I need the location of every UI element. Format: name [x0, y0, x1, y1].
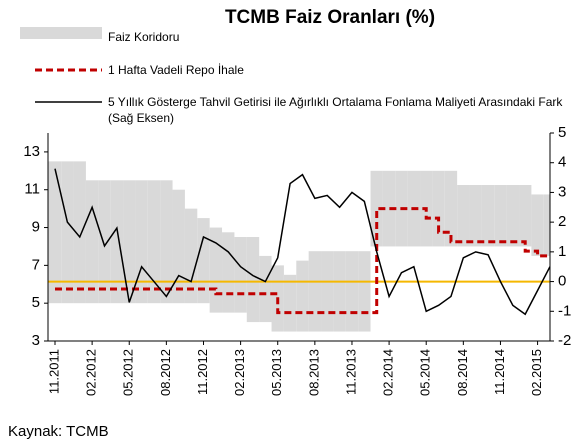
source: Kaynak: TCMB	[8, 423, 109, 440]
y-tick-label: 3	[32, 332, 40, 349]
y2-tick-label: 5	[558, 124, 566, 141]
x-tick-label: 08.2014	[455, 349, 470, 396]
corridor-band	[147, 180, 161, 304]
corridor-band	[358, 251, 371, 332]
x-tick-label: 02.2015	[529, 349, 544, 396]
x-tick-label: 11.2014	[492, 349, 507, 395]
corridor-band	[259, 255, 272, 323]
corridor-band	[135, 180, 148, 304]
x-tick-label: 05.2012	[121, 349, 136, 396]
y-tick-label: 5	[32, 294, 40, 311]
corridor-band	[61, 161, 74, 304]
corridor-band	[481, 185, 495, 247]
corridor-band	[444, 170, 458, 247]
corridor-band	[246, 237, 260, 323]
corridor-band	[519, 185, 532, 247]
x-tick-label: 02.2013	[232, 349, 247, 396]
chart-title: TCMB Faiz Oranları (%)	[225, 7, 435, 28]
x-tick-label: 05.2014	[418, 349, 433, 396]
x-tick-label: 05.2013	[269, 349, 284, 396]
x-tick-label: 02.2014	[381, 349, 396, 396]
x-tick-label: 08.2013	[306, 349, 321, 396]
y2-tick-label: -1	[558, 302, 571, 319]
corridor-band	[98, 180, 111, 304]
x-tick-label: 11.2013	[343, 349, 358, 395]
corridor-band	[457, 185, 470, 247]
y2-tick-label: 1	[558, 243, 566, 260]
y2-tick-label: -2	[558, 332, 571, 349]
y-tick-label: 13	[23, 143, 40, 160]
corridor-band	[222, 232, 235, 313]
corridor-band	[110, 180, 124, 304]
corridor-band	[283, 274, 297, 332]
corridor-band	[160, 180, 173, 304]
legend-label: 1 Hafta Vadeli Repo İhale	[108, 63, 244, 77]
y2-tick-label: 2	[558, 213, 566, 230]
corridor-band	[234, 237, 247, 313]
corridor-band	[73, 161, 86, 304]
corridor-band	[494, 185, 507, 247]
y-tick-label: 11	[24, 181, 40, 198]
corridor-band	[506, 185, 520, 247]
legend-swatch-band	[20, 27, 102, 39]
legend-label: Faiz Koridoru	[108, 30, 180, 44]
corridor-band	[85, 180, 99, 304]
corridor-band	[321, 251, 334, 332]
corridor-band	[432, 170, 445, 247]
y-tick-label: 9	[32, 219, 40, 236]
corridor-band	[308, 251, 322, 332]
x-tick-label: 08.2012	[158, 349, 173, 396]
y2-tick-label: 3	[558, 183, 566, 200]
y-tick-label: 7	[32, 256, 40, 273]
corridor-band	[531, 194, 544, 256]
x-tick-label: 02.2012	[84, 349, 99, 396]
corridor-band	[382, 170, 396, 247]
corridor-band	[123, 180, 136, 304]
corridor-band	[209, 227, 223, 313]
corridor-band	[543, 194, 550, 256]
corridor-band	[172, 189, 185, 304]
corridor-band	[333, 251, 346, 332]
corridor-band	[370, 170, 383, 247]
corridor-band	[345, 251, 359, 332]
spread-line	[54, 168, 551, 316]
y2-tick-label: 4	[558, 154, 566, 171]
legend-label: 5 Yıllık Gösterge Tahvil Getirisi ile Ağ…	[108, 95, 563, 125]
corridor-band	[48, 161, 62, 304]
corridor-band	[296, 260, 309, 332]
corridor-band	[469, 185, 482, 247]
x-tick-label: 11.2011	[46, 349, 61, 394]
x-tick-label: 11.2012	[195, 349, 210, 395]
y2-tick-label: 0	[558, 273, 566, 290]
